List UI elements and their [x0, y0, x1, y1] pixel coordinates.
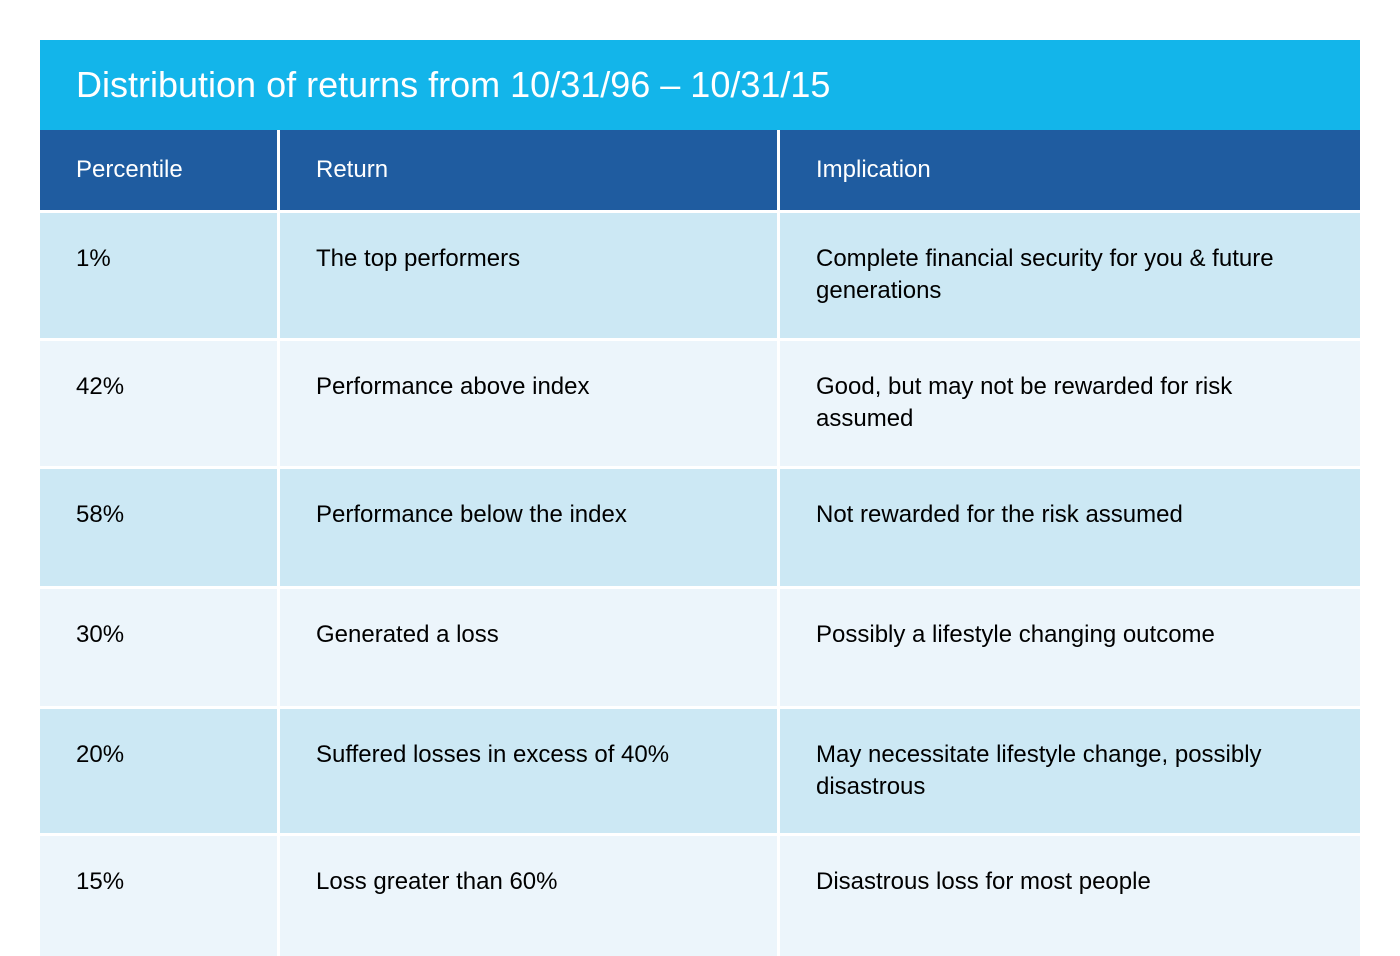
header-return: Return: [280, 130, 780, 210]
table-row: 58%Performance below the indexNot reward…: [40, 469, 1360, 589]
cell-implication: Complete financial security for you & fu…: [780, 213, 1360, 338]
header-percentile: Percentile: [40, 130, 280, 210]
cell-implication: Disastrous loss for most people: [780, 836, 1360, 956]
cell-implication: Not rewarded for the risk assumed: [780, 469, 1360, 586]
cell-implication: Good, but may not be rewarded for risk a…: [780, 341, 1360, 466]
table-body: 1%The top performersComplete financial s…: [40, 213, 1360, 956]
table-row: 20%Suffered losses in excess of 40%May n…: [40, 709, 1360, 837]
cell-return: Performance below the index: [280, 469, 780, 586]
cell-percentile: 20%: [40, 709, 280, 834]
cell-implication: May necessitate lifestyle change, possib…: [780, 709, 1360, 834]
cell-return: Performance above index: [280, 341, 780, 466]
cell-percentile: 15%: [40, 836, 280, 956]
table-row: 15%Loss greater than 60%Disastrous loss …: [40, 836, 1360, 956]
header-implication: Implication: [780, 130, 1360, 210]
cell-implication: Possibly a lifestyle changing outcome: [780, 589, 1360, 706]
table-header-row: Percentile Return Implication: [40, 130, 1360, 213]
table-row: 30%Generated a lossPossibly a lifestyle …: [40, 589, 1360, 709]
cell-return: The top performers: [280, 213, 780, 338]
cell-return: Generated a loss: [280, 589, 780, 706]
cell-return: Suffered losses in excess of 40%: [280, 709, 780, 834]
cell-percentile: 1%: [40, 213, 280, 338]
cell-return: Loss greater than 60%: [280, 836, 780, 956]
table-title: Distribution of returns from 10/31/96 – …: [40, 40, 1360, 130]
cell-percentile: 42%: [40, 341, 280, 466]
returns-distribution-table: Distribution of returns from 10/31/96 – …: [40, 40, 1360, 956]
cell-percentile: 30%: [40, 589, 280, 706]
table-row: 42%Performance above indexGood, but may …: [40, 341, 1360, 469]
cell-percentile: 58%: [40, 469, 280, 586]
table-row: 1%The top performersComplete financial s…: [40, 213, 1360, 341]
